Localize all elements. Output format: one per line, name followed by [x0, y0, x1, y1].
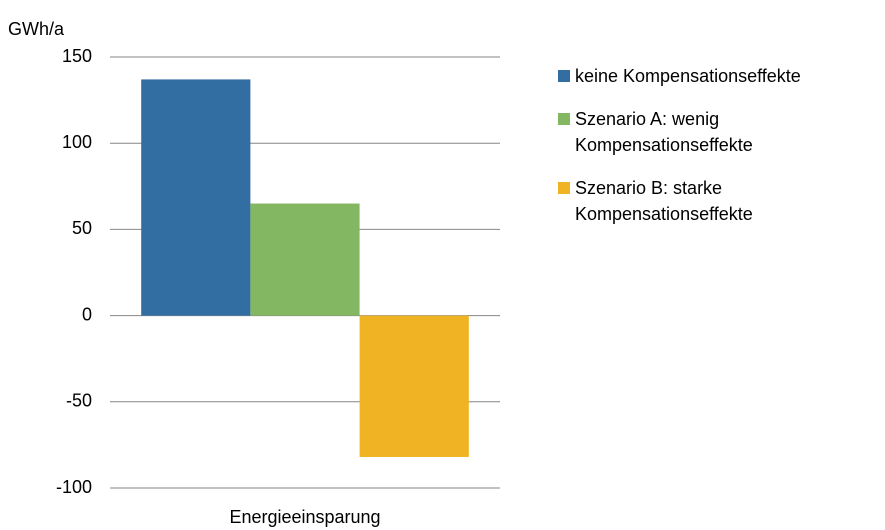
- y-tick-label: 150: [62, 46, 92, 66]
- y-tick-label: 0: [82, 304, 92, 324]
- legend-label: Szenario B: starke Kompensationseffekte: [575, 178, 753, 224]
- legend: keine Kompensationseffekte Szenario A: we…: [558, 63, 878, 244]
- legend-swatch: [558, 70, 570, 82]
- legend-label: keine Kompensationseffekte: [575, 66, 801, 86]
- bar: [141, 79, 251, 316]
- bar: [250, 203, 360, 316]
- legend-swatch: [558, 113, 570, 125]
- y-tick-label: -100: [56, 477, 92, 497]
- legend-entry: keine Kompensationseffekte: [558, 63, 878, 89]
- legend-swatch: [558, 182, 570, 194]
- legend-entry: Szenario A: wenig Kompensationseffekte: [558, 106, 878, 158]
- y-axis-label: GWh/a: [8, 19, 65, 39]
- legend-entry: Szenario B: starke Kompensationseffekte: [558, 175, 878, 227]
- x-tick-label: Energieeinsparung: [229, 507, 380, 527]
- y-tick-label: -50: [66, 391, 92, 411]
- y-tick-label: 50: [72, 218, 92, 238]
- bar: [359, 315, 469, 457]
- y-tick-label: 100: [62, 132, 92, 152]
- legend-label: Szenario A: wenig Kompensationseffekte: [575, 109, 753, 155]
